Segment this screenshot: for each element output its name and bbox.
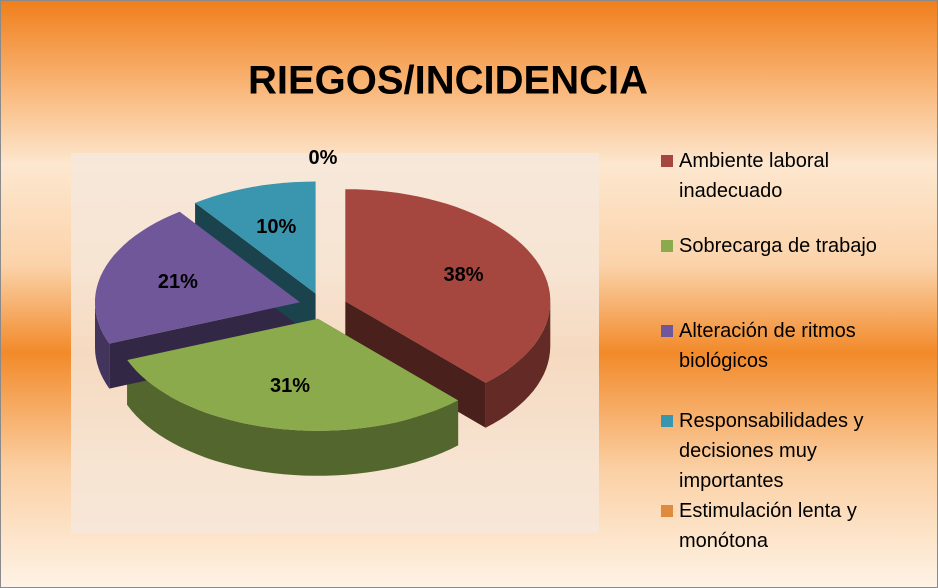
legend-item: Responsabilidades y decisiones muy impor…	[661, 406, 923, 496]
data-label: 21%	[158, 271, 198, 293]
chart-title: RIEGOS/INCIDENCIA	[248, 59, 648, 103]
slice-side	[127, 360, 459, 476]
legend-swatch	[661, 155, 673, 167]
data-label: 0%	[309, 147, 338, 169]
legend-label: Estimulación lenta y monótona	[679, 500, 857, 552]
legend-swatch	[661, 240, 673, 252]
legend-item: Alteración de ritmos biológicos	[661, 316, 923, 376]
data-label: 38%	[443, 264, 483, 286]
slice	[345, 189, 551, 383]
legend-label: Ambiente laboral inadecuado	[679, 150, 830, 202]
slice	[95, 211, 300, 344]
data-labels: 38% 31% 21% 10% 0%	[158, 147, 484, 397]
pie-tops	[95, 181, 551, 431]
legend-swatch	[661, 415, 673, 427]
legend-label: Alteración de ritmos biológicos	[679, 320, 856, 372]
legend-label: Sobrecarga de trabajo	[679, 235, 877, 257]
slice	[127, 318, 459, 431]
slice	[195, 181, 316, 294]
slice-side	[485, 301, 551, 428]
data-label: 31%	[270, 375, 310, 397]
data-label: 10%	[256, 216, 296, 238]
legend-item: Ambiente laboral inadecuado	[661, 146, 923, 206]
legend-swatch	[661, 325, 673, 337]
legend-item: Estimulación lenta y monótona	[661, 496, 923, 556]
slice-side	[95, 302, 110, 389]
legend-swatch	[661, 505, 673, 517]
legend-item: Sobrecarga de trabajo	[661, 231, 923, 261]
legend-label: Responsabilidades y decisiones muy impor…	[679, 410, 864, 492]
